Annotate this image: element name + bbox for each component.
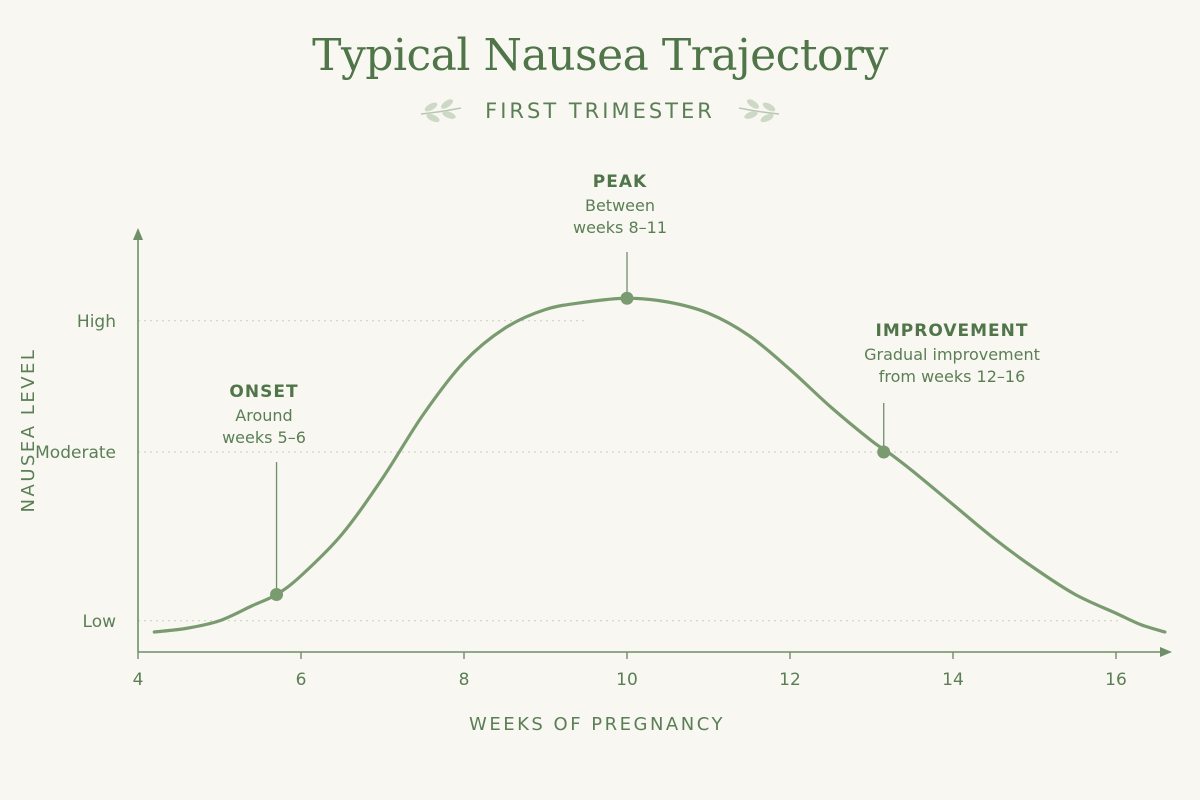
y-axis-title: NAUSEA LEVEL	[18, 348, 39, 513]
subtitle-row: FIRST TRIMESTER	[0, 96, 1200, 126]
annotation-heading: PEAK	[593, 172, 647, 192]
series-line-nausea	[152, 296, 1167, 634]
tick-layer: Low Moderate High 4 6 8 10 12 14 16	[35, 312, 1127, 690]
leaf-sprig-right-icon	[738, 99, 779, 123]
x-axis-arrow-icon	[1160, 647, 1172, 657]
annotation-heading: ONSET	[229, 382, 298, 402]
y-tick-label: Moderate	[35, 443, 116, 463]
x-tick-label: 10	[616, 670, 638, 690]
x-tick-label: 14	[942, 670, 964, 690]
x-tick-label: 4	[133, 670, 144, 690]
grid-layer	[138, 320, 1120, 622]
x-tick-label: 6	[296, 670, 307, 690]
x-tick-label: 16	[1105, 670, 1127, 690]
annotation-text: from weeks 12–16	[879, 367, 1026, 386]
leaf-sprig-left-icon	[421, 99, 462, 123]
annotation-heading: IMPROVEMENT	[876, 321, 1029, 341]
x-tick-label: 8	[459, 670, 470, 690]
annotation-text: weeks 5–6	[222, 428, 306, 447]
annotation-marker-onset	[270, 588, 284, 601]
chart-subtitle: FIRST TRIMESTER	[485, 99, 715, 123]
y-tick-label: Low	[83, 612, 117, 632]
x-tick-label: 12	[779, 670, 801, 690]
annotation-text: Around	[235, 406, 292, 425]
y-tick-label: High	[77, 312, 116, 332]
x-axis-title: WEEKS OF PREGNANCY	[469, 714, 725, 735]
annotation-text: Between	[585, 196, 655, 215]
y-axis-arrow-icon	[133, 228, 143, 240]
annotation-marker-improvement	[877, 445, 891, 459]
annotation-text: Gradual improvement	[864, 345, 1040, 364]
annotation-text: weeks 8–11	[573, 218, 667, 237]
chart-title: Typical Nausea Trajectory	[312, 30, 888, 81]
axis-layer	[133, 228, 1172, 657]
annotation-marker-peak	[620, 291, 634, 305]
annotation-layer: ONSET Around weeks 5–6 PEAK Between weeks 8–1…	[222, 172, 1040, 601]
